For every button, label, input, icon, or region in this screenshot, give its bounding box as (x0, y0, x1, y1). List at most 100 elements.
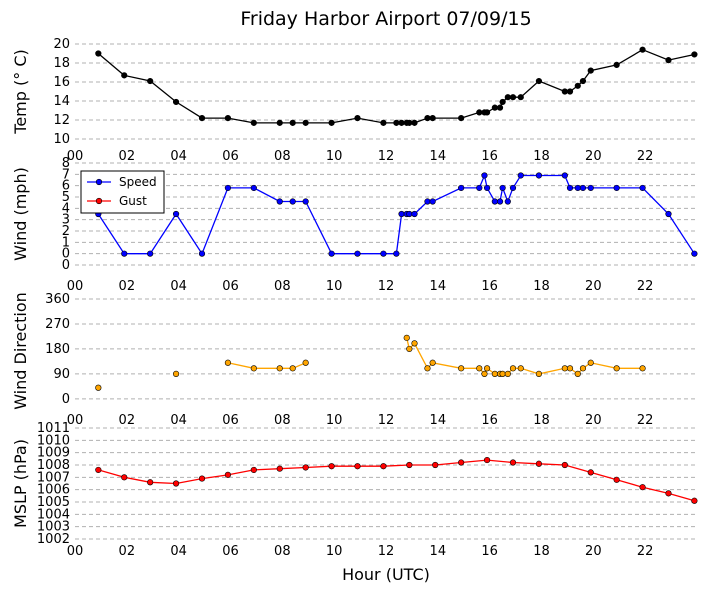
wind-data-point (566, 184, 574, 192)
mslp-data-point (328, 463, 335, 470)
wind-data-point (561, 172, 568, 179)
temp-data-point (147, 77, 154, 85)
temp-data-point (276, 119, 283, 126)
dir-data-point (458, 365, 465, 372)
wind-data-point (639, 184, 646, 192)
temp-series-line (97, 48, 695, 124)
temp-y-tick-label: 14 (53, 94, 70, 109)
temp-data-point (504, 94, 511, 101)
temp-y-tick-label: 18 (53, 56, 70, 71)
dir-data-point (406, 345, 413, 353)
mslp-x-tick-label: 20 (585, 544, 602, 559)
mslp-data-point (691, 497, 698, 504)
wind-data-point (406, 210, 413, 218)
mslp-data-point (509, 459, 517, 466)
wind-x-tick-label: 22 (637, 279, 654, 294)
dir-y-tick-label: 270 (45, 317, 70, 332)
temp-data-point (483, 109, 491, 116)
dir-x-tick-label: 00 (67, 413, 84, 428)
dir-data-point (224, 359, 232, 366)
dir-data-point (250, 365, 257, 372)
temp-data-point (224, 114, 232, 122)
wind-x-tick-label: 10 (326, 279, 343, 294)
temp-data-point (172, 98, 180, 106)
dir-data-point (95, 384, 102, 391)
dir-x-tick-label: 04 (170, 413, 187, 428)
temp-data-point (535, 77, 543, 85)
mslp-x-tick-label: 22 (637, 544, 654, 559)
dir-y-tick-label: 180 (45, 342, 70, 357)
dir-x-tick-label: 18 (533, 413, 550, 428)
wind-y-tick-label: 2 (62, 224, 70, 239)
dir-panel: 0 90 180 270 360 00 02 04 06 08 10 12 14 16 18 20 22 Wind… (11, 292, 697, 428)
temp-data-point (429, 114, 436, 122)
temp-data-point (665, 57, 672, 64)
temp-x-tick-label: 14 (430, 149, 447, 164)
dir-series-line (406, 337, 643, 376)
mslp-y-tick-label: 1006 (37, 483, 70, 498)
temp-x-tick-label: 08 (274, 149, 291, 164)
mslp-data-point (276, 465, 283, 472)
mslp-data-point (95, 466, 102, 474)
temp-data-point (354, 114, 361, 122)
temp-x-tick-label: 16 (481, 149, 498, 164)
wind-y-tick-label: 6 (62, 179, 70, 194)
wind-data-point (411, 210, 418, 218)
dir-data-point (574, 370, 581, 377)
dir-x-tick-label: 02 (119, 413, 136, 428)
temp-data-point (639, 46, 646, 53)
dir-x-tick-label: 06 (222, 413, 239, 428)
dir-x-tick-label: 22 (637, 413, 654, 428)
wind-data-point (535, 172, 543, 179)
temp-x-tick-label: 12 (378, 149, 395, 164)
wind-data-point (574, 184, 581, 192)
mslp-y-tick-label: 1005 (37, 495, 70, 510)
wind-x-tick-label: 18 (533, 279, 550, 294)
dir-data-point (424, 365, 431, 372)
mslp-y-tick-label: 1002 (37, 532, 70, 547)
wind-data-point (509, 184, 517, 192)
dir-x-tick-label: 10 (326, 413, 343, 428)
wind-data-point (380, 250, 387, 257)
temp-data-point (509, 94, 517, 101)
mslp-data-point (665, 490, 672, 497)
wind-data-point (499, 184, 506, 192)
mslp-data-point (613, 476, 620, 483)
temp-x-tick-label: 22 (637, 149, 654, 164)
temp-data-point (574, 82, 581, 89)
mslp-x-tick-label: 14 (430, 544, 447, 559)
wind-data-point (276, 198, 283, 205)
dir-data-point (587, 359, 594, 366)
mslp-y-tick-label: 1004 (37, 507, 70, 522)
mslp-data-point (250, 466, 257, 474)
temp-x-tick-label: 04 (170, 149, 187, 164)
temp-data-point (302, 119, 309, 126)
dir-data-point (302, 359, 309, 366)
wind-y-tick-label: 7 (62, 167, 70, 182)
temp-data-point (458, 114, 465, 122)
wind-data-point (613, 184, 620, 192)
wind-data-point (354, 250, 361, 257)
dir-data-point (289, 365, 296, 372)
temp-data-point (566, 88, 574, 95)
wind-data-point (476, 184, 483, 192)
temp-x-tick-label: 02 (119, 149, 136, 164)
wind-x-tick-label: 12 (378, 279, 395, 294)
dir-data-point (613, 365, 620, 372)
temp-data-point (250, 119, 257, 126)
dir-data-point (535, 370, 543, 377)
temp-data-point (691, 51, 698, 58)
temp-data-point (587, 67, 594, 74)
temp-data-point (406, 119, 413, 126)
mslp-data-point (639, 484, 646, 491)
wind-data-point (483, 184, 491, 192)
wind-data-point (224, 184, 232, 192)
wind-legend: Speed Gust (80, 170, 165, 214)
temp-data-point (517, 94, 524, 101)
dir-data-point (504, 370, 511, 377)
temp-x-tick-label: 18 (533, 149, 550, 164)
temp-x-tick-label: 06 (222, 149, 239, 164)
